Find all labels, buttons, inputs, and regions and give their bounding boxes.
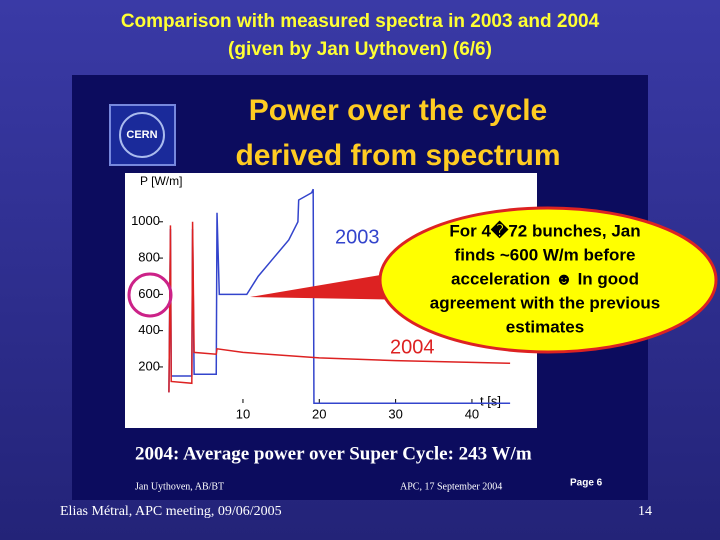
- logo-text: CERN: [126, 129, 157, 141]
- y-tick-label: 600: [138, 286, 160, 301]
- x-tick-label: 20: [312, 406, 326, 421]
- event: APC, 17 September 2004: [400, 481, 502, 492]
- series-label: 2003: [335, 226, 380, 248]
- y-tick-label: 800: [138, 250, 160, 265]
- x-tick-label: 10: [236, 406, 250, 421]
- callout-line: finds ~600 W/m before: [455, 245, 636, 264]
- footer-author: Elias Métral, APC meeting, 09/06/2005: [60, 504, 282, 519]
- callout-text: For 4�72 bunches, Jan finds ~600 W/m befo…: [430, 220, 661, 336]
- data-line: [168, 221, 511, 393]
- author: Jan Uythoven, AB/BT: [135, 481, 224, 492]
- plot: 200 400 600 800 1000 10 20 30 40 2003 2004: [131, 188, 511, 421]
- callout-line: agreement with the previous: [430, 293, 661, 312]
- footer-page: 14: [638, 504, 652, 519]
- callout-line: acceleration ☻ In good: [451, 269, 639, 288]
- logo-ring: [119, 112, 165, 158]
- callout-line: For 4�72 bunches, Jan: [449, 220, 640, 240]
- title: Comparison with measured spectra in 2003…: [121, 11, 600, 32]
- y-tick-label: 1000: [131, 213, 160, 228]
- y-tick-label: 200: [138, 358, 160, 373]
- x-axis-label: t [s]: [480, 393, 501, 408]
- title: (given by Jan Uythoven) (6/6): [228, 39, 492, 60]
- summary: 2004: Average power over Super Cycle: 24…: [135, 443, 532, 464]
- heading: derived from spectrum: [235, 139, 560, 172]
- y-tick-label: 400: [138, 322, 160, 337]
- series-label: 2004: [390, 336, 435, 358]
- highlight-circle: [127, 272, 173, 318]
- callout: [378, 206, 718, 354]
- heading: Power over the cycle: [249, 94, 547, 127]
- callout-tail: [250, 270, 415, 300]
- x-tick-label: 40: [465, 406, 479, 421]
- callout-line: estimates: [506, 317, 584, 336]
- x-tick-label: 30: [388, 406, 402, 421]
- page-label: Page 6: [570, 478, 603, 489]
- y-axis-label: P [W/m]: [140, 174, 182, 188]
